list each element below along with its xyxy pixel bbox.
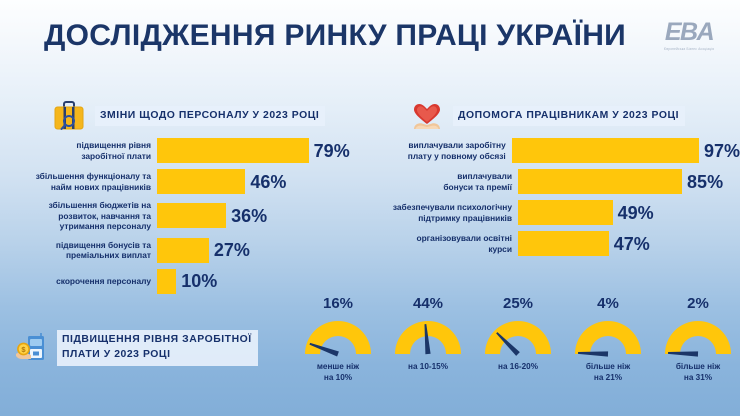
bar-row: збільшення бюджетів на розвиток, навчанн… (0, 200, 370, 232)
bar-fill (157, 138, 309, 163)
bar-value: 47% (613, 233, 650, 254)
gauge-label: на 10-15% (408, 362, 448, 371)
chart-employee-support: виплачували заробітну плату у повному об… (366, 138, 740, 262)
bar-label: забезпечували психологічну підтримку пра… (392, 201, 512, 223)
bar-fill (518, 169, 683, 194)
bar-fill (518, 200, 613, 225)
bar-value: 79% (313, 140, 350, 161)
chart-salary-increase-gauges: 16% менше ніж на 10% 44% на 10-15% 25% н (296, 296, 740, 383)
bar-value: 36% (231, 205, 268, 226)
eba-logo-subtitle: Європейська Бізнес Асоціація (663, 46, 715, 52)
bar-fill (157, 237, 209, 263)
gauge-label: більше ніж на 31% (675, 362, 721, 382)
bar-label: організовували освітні курси (416, 232, 512, 254)
bar-label: збільшення бюджетів на розвиток, навчанн… (48, 200, 151, 232)
gauge-label: більше ніж на 21% (585, 362, 631, 382)
page-title: ДОСЛІДЖЕННЯ РИНКУ ПРАЦІ УКРАЇНИ (44, 19, 627, 52)
bar-row: виплачували заробітну плату у повному об… (366, 138, 740, 163)
bar-row: виплачували бонуси та премії 85% (366, 169, 740, 194)
gauge-item: 25% на 16-20% (476, 296, 560, 383)
bar-label: скорочення персоналу (56, 275, 151, 286)
gauge-item: 4% більше ніж на 21% (566, 296, 650, 383)
gauge-dial (479, 317, 557, 357)
section-title-staff-changes: ЗМІНИ ЩОДО ПЕРСОНАЛУ У 2023 РОЦІ (95, 105, 326, 127)
bar-label: підвищення бонусів та преміальних виплат (55, 239, 151, 261)
section-header-staff-changes: ЗМІНИ ЩОДО ПЕРСОНАЛУ У 2023 РОЦІ (52, 100, 326, 132)
bar-fill (157, 268, 177, 294)
gauge-dial (569, 317, 647, 357)
chart-staff-changes: підвищення рівня заробітної плати 79% зб… (0, 138, 370, 300)
heart-in-hands-icon (410, 100, 444, 132)
gauge-label: на 16-20% (498, 362, 538, 371)
bar-value: 46% (250, 171, 287, 192)
bar-fill (157, 203, 227, 229)
eba-logo: EBA Європейська Бізнес Асоціація (652, 18, 726, 52)
bar-value: 49% (617, 202, 654, 223)
bar-label: підвищення рівня заробітної плати (76, 139, 151, 161)
bar-fill (157, 169, 246, 194)
section-header-employee-support: ДОПОМОГА ПРАЦІВНИКАМ У 2023 РОЦІ (410, 100, 686, 132)
section-header-salary-increase: $ ПІДВИЩЕННЯ РІВНЯ ЗАРОБІТНОЇ ПЛАТИ У 20… (14, 330, 258, 366)
bar-row: підвищення бонусів та преміальних виплат… (0, 237, 370, 263)
bar-row: забезпечували психологічну підтримку пра… (366, 200, 740, 225)
bar-value: 97% (703, 140, 740, 161)
briefcase-search-icon (52, 100, 86, 132)
section-title-employee-support: ДОПОМОГА ПРАЦІВНИКАМ У 2023 РОЦІ (453, 105, 686, 127)
bar-row: збільшення функціоналу та найм нових пра… (0, 169, 370, 194)
gauge-dial (299, 317, 377, 357)
gauge-label: менше ніж на 10% (316, 362, 360, 382)
gauge-value: 44% (412, 295, 444, 312)
gauge-value: 25% (502, 295, 534, 312)
bar-fill (518, 231, 609, 256)
bar-value: 10% (181, 271, 218, 292)
section-title-salary-increase: ПІДВИЩЕННЯ РІВНЯ ЗАРОБІТНОЇ ПЛАТИ У 2023… (57, 330, 258, 366)
bar-fill (511, 138, 699, 163)
gauge-item: 44% на 10-15% (386, 296, 470, 383)
bar-value: 85% (687, 171, 724, 192)
gauge-item: 16% менше ніж на 10% (296, 296, 380, 383)
gauge-value: 16% (322, 295, 354, 312)
gauge-dial (659, 317, 737, 357)
bar-label: виплачували бонуси та премії (443, 170, 512, 192)
eba-logo-mark: EBA (664, 18, 715, 46)
bar-row: організовували освітні курси 47% (366, 231, 740, 256)
bar-value: 27% (213, 240, 250, 261)
money-coin-icon: $ (14, 332, 48, 364)
gauge-item: 2% більше ніж на 31% (656, 296, 740, 383)
svg-text:$: $ (21, 345, 26, 354)
bar-label: виплачували заробітну плату у повному об… (407, 139, 506, 161)
bar-row: підвищення рівня заробітної плати 79% (0, 138, 370, 163)
gauge-dial (389, 317, 467, 357)
gauge-value: 4% (597, 295, 619, 312)
gauge-value: 2% (687, 295, 709, 312)
bar-label: збільшення функціоналу та найм нових пра… (35, 170, 151, 192)
bar-row: скорочення персоналу 10% (0, 268, 370, 294)
